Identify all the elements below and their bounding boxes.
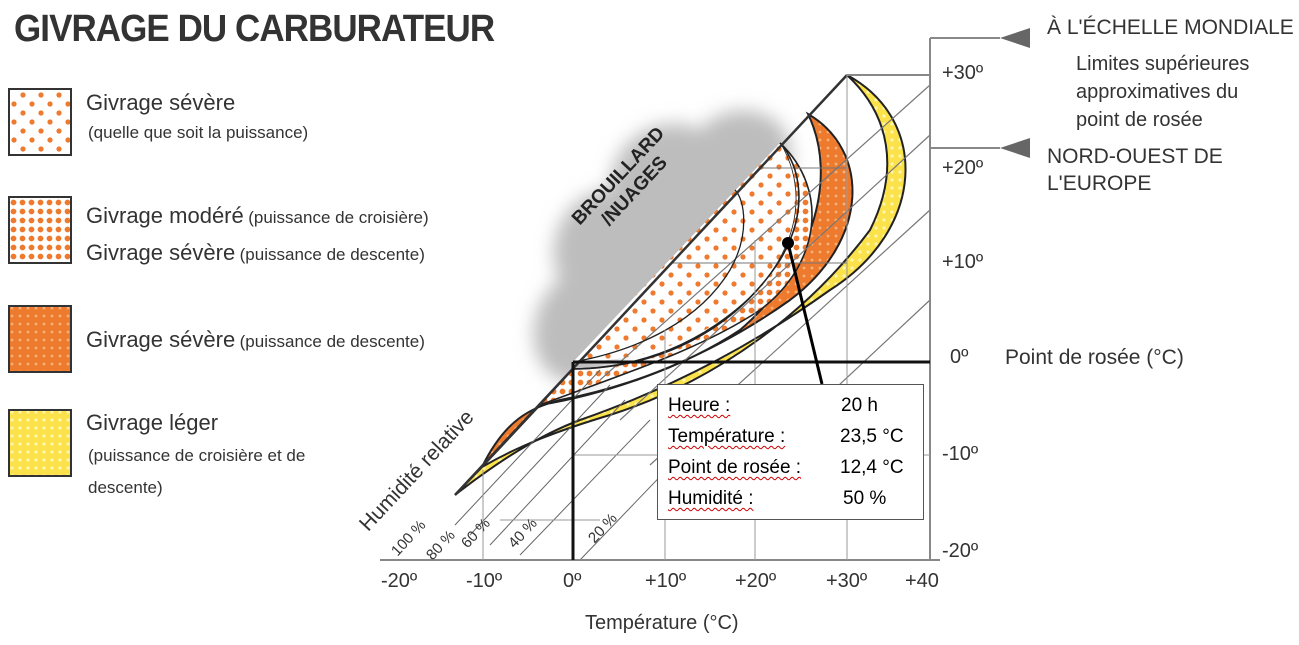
x-tick-10: +10º (645, 570, 687, 592)
arrow-worldwide (1000, 28, 1030, 48)
x-tick-0: 0º (563, 570, 582, 592)
info-key-humidity: Humidité : (668, 488, 754, 509)
legend-swatch-light (8, 409, 72, 477)
x-tick-40: +40 (905, 570, 939, 592)
upper-limits-line2: approximatives du (1076, 81, 1239, 103)
legend-swatch-moderate (8, 196, 72, 264)
legend-4-sub: (puissance de croisière et de (88, 446, 306, 465)
dew-point-axis-label: Point de rosée (°C) (1005, 346, 1184, 369)
x-tick-minus10: -10º (466, 570, 503, 592)
legend-2-label: Givrage modéré (86, 203, 244, 228)
legend-2-sub: (puissance de croisière) (248, 208, 429, 227)
arrow-nw-europe (1000, 138, 1030, 158)
y-tick-minus10: -10º (942, 443, 979, 465)
upper-limits-line3: point de rosée (1076, 109, 1203, 131)
legend-4-label: Givrage léger (86, 410, 219, 435)
legend-4-sub2: descente) (88, 478, 163, 497)
upper-limits-line1: Limites supérieures (1076, 53, 1250, 75)
y-tick-30: +30º (942, 62, 984, 84)
info-key-time: Heure : (668, 395, 731, 416)
legend-swatch-severe-any (8, 88, 72, 156)
legend-1-label: Givrage sévère (86, 90, 236, 115)
legend-2b-sub: (puissance de descente) (239, 245, 425, 264)
observation-info-box: Heure : 20 h Température : 23,5 °C Point… (657, 384, 924, 520)
y-tick-minus20: -20º (942, 540, 979, 562)
y-tick-0: 0º (950, 346, 969, 368)
y-tick-20: +20º (942, 157, 984, 179)
fog-cloud (533, 110, 793, 386)
info-val-dew: 12,4 °C (840, 457, 904, 478)
data-point (782, 237, 794, 249)
saturation-line (454, 74, 848, 496)
axes (380, 37, 1000, 561)
legend-3-sub: (puissance de descente) (239, 332, 425, 351)
leader-line (786, 242, 824, 385)
worldwide-label: À L'ÉCHELLE MONDIALE (1047, 16, 1294, 39)
legend-3-label: Givrage sévère (86, 327, 236, 352)
legend-2b-label: Givrage sévère (86, 240, 236, 265)
x-tick-30: +30º (826, 570, 868, 592)
info-val-temp: 23,5 °C (840, 426, 904, 447)
x-tick-20: +20º (735, 570, 777, 592)
nw-europe-line1: NORD-OUEST DE (1047, 145, 1223, 168)
y-tick-10: +10º (942, 251, 984, 273)
legend-swatch-severe-descent (8, 305, 72, 373)
info-key-dew: Point de rosée : (668, 457, 802, 478)
temperature-axis-label: Température (°C) (585, 612, 739, 634)
page-title: GIVRAGE DU CARBURATEUR (14, 8, 495, 50)
info-val-time: 20 h (841, 395, 878, 416)
x-tick-minus20: -20º (381, 570, 418, 592)
legend-1-sub: (quelle que soit la puissance) (88, 123, 309, 142)
info-val-humidity: 50 % (843, 488, 887, 509)
info-key-temp: Température : (668, 426, 786, 447)
nw-europe-line2: L'EUROPE (1047, 172, 1152, 195)
